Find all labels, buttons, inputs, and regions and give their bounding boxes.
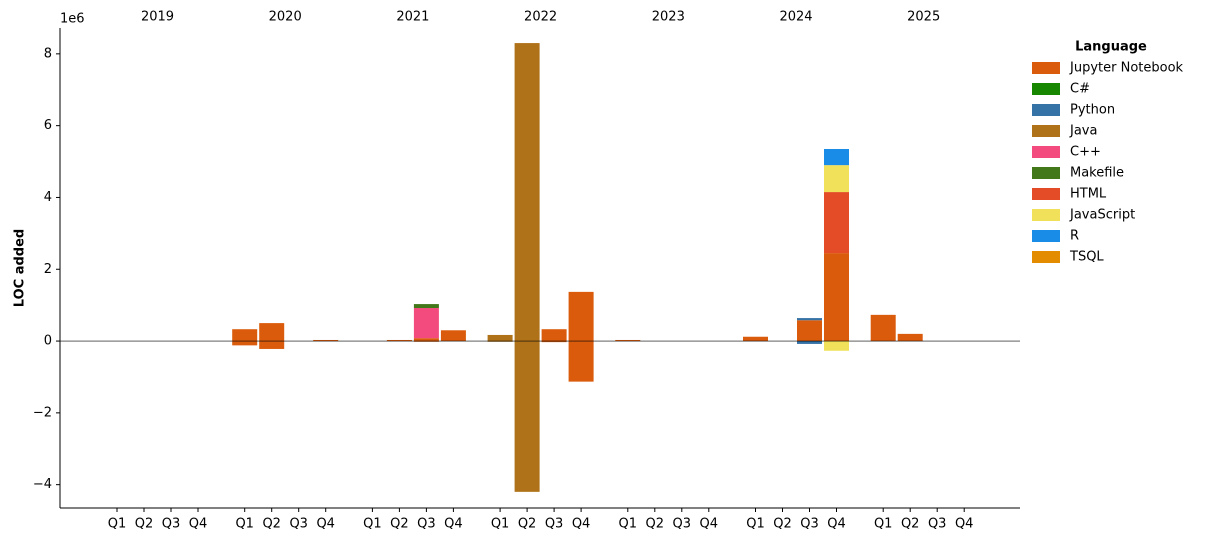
legend-swatch — [1032, 125, 1060, 137]
group-label: 2021 — [396, 10, 429, 25]
x-tick-label: Q3 — [162, 517, 181, 532]
bar-segment — [541, 341, 567, 343]
bar-segment — [568, 291, 594, 342]
y-tick-label: 6 — [44, 118, 52, 133]
bar-segment — [797, 318, 822, 321]
bar-segment — [824, 253, 849, 342]
bar-segment — [487, 334, 513, 342]
bar-segment — [897, 333, 923, 342]
legend-swatch — [1032, 167, 1060, 179]
group-label: 2024 — [779, 10, 812, 25]
x-tick-label: Q4 — [955, 517, 974, 532]
group-label: 2025 — [907, 10, 940, 25]
group-label: 2022 — [524, 10, 557, 25]
legend-label: TSQL — [1069, 250, 1104, 265]
x-tick-label: Q4 — [189, 517, 208, 532]
x-tick-label: Q4 — [827, 517, 846, 532]
x-tick-label: Q2 — [135, 517, 154, 532]
x-tick-label: Q2 — [390, 517, 409, 532]
x-tick-label: Q3 — [928, 517, 947, 532]
legend-swatch — [1032, 104, 1060, 116]
bar-segment — [541, 329, 567, 342]
bar-segment — [824, 341, 849, 351]
legend-label: C# — [1070, 82, 1090, 97]
x-tick-label: Q1 — [108, 517, 127, 532]
group-label: 2020 — [269, 10, 302, 25]
y-tick-label: 0 — [44, 334, 52, 349]
bar-segment — [487, 341, 513, 342]
y-tick-label: −2 — [33, 405, 52, 420]
legend-title: Language — [1075, 40, 1147, 55]
bar-segment — [413, 338, 439, 342]
bar-segment — [386, 339, 412, 342]
y-tick-label: 4 — [44, 190, 52, 205]
x-tick-label: Q3 — [800, 517, 819, 532]
legend-swatch — [1032, 188, 1060, 200]
y-tick-label: −4 — [33, 477, 52, 492]
bar-segment — [568, 341, 594, 382]
bar-segment — [232, 341, 258, 346]
legend-label: Java — [1069, 124, 1097, 139]
y-tick-label: 8 — [44, 46, 52, 61]
bar-segment — [514, 43, 540, 342]
x-tick-label: Q2 — [773, 517, 792, 532]
x-tick-label: Q1 — [235, 517, 254, 532]
y-axis-label: LOC added — [13, 229, 28, 307]
bar-segment — [413, 304, 439, 309]
legend-swatch — [1032, 62, 1060, 74]
legend-label: Makefile — [1070, 166, 1124, 181]
bar-segment — [797, 320, 822, 342]
group-label: 2019 — [141, 10, 174, 25]
legend-label: HTML — [1070, 187, 1107, 202]
bar-segment — [824, 148, 849, 166]
bar-segment — [413, 341, 439, 342]
x-tick-label: Q1 — [619, 517, 638, 532]
bar-segment — [514, 341, 540, 492]
x-tick-label: Q1 — [363, 517, 382, 532]
legend-label: JavaScript — [1069, 208, 1135, 223]
legend-swatch — [1032, 146, 1060, 158]
x-tick-label: Q4 — [572, 517, 591, 532]
x-tick-label: Q3 — [289, 517, 308, 532]
group-label: 2023 — [652, 10, 685, 25]
bar-segment — [413, 308, 439, 339]
bar-segment — [797, 341, 822, 344]
bar-segment — [259, 341, 285, 349]
legend-label: Python — [1070, 103, 1115, 118]
x-tick-label: Q3 — [673, 517, 692, 532]
x-tick-label: Q4 — [444, 517, 463, 532]
x-tick-label: Q1 — [746, 517, 765, 532]
bar-segment — [259, 323, 285, 342]
legend-swatch — [1032, 230, 1060, 242]
bar-segment — [743, 336, 768, 342]
legend-swatch — [1032, 251, 1060, 263]
x-tick-label: Q2 — [262, 517, 281, 532]
y-offset-label: 1e6 — [60, 12, 85, 27]
x-tick-label: Q2 — [518, 517, 537, 532]
x-tick-label: Q2 — [901, 517, 920, 532]
legend-swatch — [1032, 83, 1060, 95]
x-tick-label: Q3 — [417, 517, 436, 532]
bar-segment — [440, 330, 466, 342]
bar-segment — [232, 329, 258, 342]
legend-label: Jupyter Notebook — [1069, 61, 1184, 76]
bar-segment — [824, 192, 849, 254]
legend-label: R — [1070, 229, 1079, 244]
bar-segment — [615, 339, 641, 342]
x-tick-label: Q1 — [491, 517, 510, 532]
legend-label: C++ — [1070, 145, 1101, 160]
x-tick-label: Q2 — [646, 517, 665, 532]
x-tick-label: Q4 — [316, 517, 335, 532]
x-tick-label: Q4 — [700, 517, 719, 532]
x-tick-label: Q3 — [545, 517, 564, 532]
bar-segment — [870, 314, 896, 342]
x-tick-label: Q1 — [874, 517, 893, 532]
y-tick-label: 2 — [44, 262, 52, 277]
legend-swatch — [1032, 209, 1060, 221]
bar-segment — [313, 339, 339, 342]
bar-segment — [824, 165, 849, 193]
